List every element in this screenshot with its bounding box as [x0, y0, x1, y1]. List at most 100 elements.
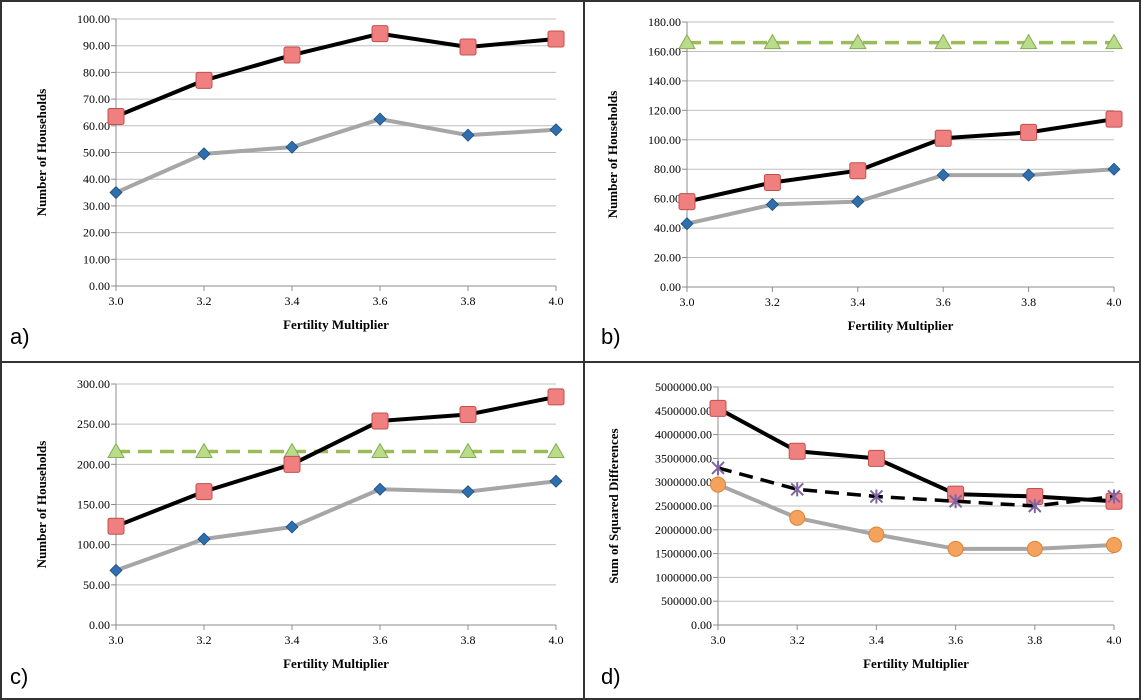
series-2: [109, 474, 563, 577]
data-point: [947, 540, 964, 557]
x-tick-label: 3.8: [1027, 633, 1042, 647]
series-line: [115, 479, 557, 573]
y-tick-label: 100.00: [77, 538, 110, 552]
y-axis-title: Sum of Squared Differences: [606, 428, 621, 583]
data-point: [285, 520, 299, 534]
series-1: [711, 460, 1121, 513]
y-tick-label: 3500000.00: [655, 451, 712, 465]
data-point: [1020, 123, 1038, 141]
y-tick-label: 100.00: [648, 133, 681, 147]
x-tick-label: 3.2: [790, 633, 805, 647]
data-point: [1107, 162, 1121, 176]
y-tick-label: 20.00: [654, 251, 681, 265]
y-tick-label: 180.00: [648, 15, 681, 29]
series-2: [680, 162, 1121, 231]
data-point: [195, 483, 213, 501]
data-point: [197, 532, 211, 546]
y-tick-label: 0.00: [691, 618, 712, 632]
x-tick-label: 3.0: [680, 295, 695, 309]
y-tick-label: 3000000.00: [655, 475, 712, 489]
chart-svg: 0.00 50.00 100.00 150.00 200.00 250.00 300.00 3…: [10, 377, 565, 689]
x-tick-label: 3.4: [285, 633, 300, 647]
x-tick-label: 3.8: [461, 294, 476, 308]
y-tick-label: 40.00: [83, 172, 110, 186]
y-tick-label: 80.00: [83, 65, 110, 79]
y-tick-label: 10.00: [83, 252, 110, 266]
y-tick-label: 50.00: [83, 146, 110, 160]
x-tick-label: 4.0: [1107, 295, 1122, 309]
y-tick-label: 4500000.00: [655, 404, 712, 418]
chart-svg: 0.00 20.00 40.00 60.00 80.00 100.00 120.00 140.…: [601, 15, 1123, 349]
data-point: [936, 168, 950, 182]
x-tick-label: 3.2: [197, 294, 212, 308]
data-point: [459, 38, 477, 56]
data-point: [867, 449, 885, 467]
series-line: [115, 117, 557, 195]
data-point: [1022, 168, 1036, 182]
x-tick-label: 3.6: [948, 633, 963, 647]
data-point: [788, 442, 806, 460]
x-axis-title: Fertility Multiplier: [848, 318, 954, 333]
series-1: [107, 388, 565, 535]
data-point: [547, 388, 565, 406]
x-tick-label: 3.2: [197, 633, 212, 647]
y-tick-label: 1500000.00: [655, 547, 712, 561]
y-tick-label: 0.00: [660, 280, 681, 294]
y-tick-label: 60.00: [83, 119, 110, 133]
data-point: [195, 71, 213, 89]
x-tick-label: 4.0: [549, 633, 564, 647]
data-point: [763, 173, 781, 191]
y-axis-title: Number of Households: [34, 441, 49, 569]
panel-c: 0.00 50.00 100.00 150.00 200.00 250.00 300.00 3…: [0, 362, 584, 700]
x-tick-label: 3.6: [373, 294, 388, 308]
y-tick-label: 80.00: [654, 162, 681, 176]
panel-label: a): [10, 324, 30, 349]
y-tick-label: 500000.00: [661, 594, 712, 608]
y-tick-label: 140.00: [648, 74, 681, 88]
x-tick-label: 3.4: [869, 633, 884, 647]
x-tick-label: 3.0: [109, 633, 124, 647]
y-axis-title: Number of Households: [605, 91, 620, 219]
x-tick-label: 3.2: [765, 295, 780, 309]
series-line: [717, 406, 1115, 504]
series-1: [678, 110, 1123, 211]
series-0: [709, 399, 1123, 510]
x-tick-label: 4.0: [1107, 633, 1122, 647]
data-point: [849, 162, 867, 180]
panel-a: 0.00 10.00 20.00 30.00 40.00 50.00 60.00 70.00 8…: [0, 0, 584, 362]
x-tick-label: 3.6: [373, 633, 388, 647]
series-line: [686, 167, 1115, 226]
x-tick-label: 4.0: [549, 294, 564, 308]
x-tick-label: 3.4: [285, 294, 300, 308]
data-point: [851, 195, 865, 209]
data-point: [371, 412, 389, 430]
y-tick-label: 120.00: [648, 103, 681, 117]
data-point: [373, 482, 387, 496]
y-tick-label: 4000000.00: [655, 428, 712, 442]
y-tick-label: 250.00: [77, 417, 110, 431]
data-point: [285, 140, 299, 154]
panel-d: 0.00 500000.00 1000000.00 1500000.00 2000000…: [584, 362, 1141, 700]
y-tick-label: 70.00: [83, 92, 110, 106]
data-point: [461, 485, 475, 499]
data-point: [197, 147, 211, 161]
data-point: [461, 128, 475, 142]
series-line: [717, 466, 1115, 508]
y-tick-label: 200.00: [77, 457, 110, 471]
data-point: [765, 197, 779, 212]
data-point: [868, 526, 885, 543]
data-point: [549, 474, 563, 488]
y-tick-label: 5000000.00: [655, 380, 712, 394]
data-point: [934, 129, 952, 147]
y-tick-label: 60.00: [654, 192, 681, 206]
series-0: [107, 442, 565, 458]
y-tick-label: 0.00: [89, 279, 110, 293]
data-point: [283, 46, 301, 64]
x-tick-label: 3.8: [1021, 295, 1036, 309]
x-tick-label: 3.0: [711, 633, 726, 647]
data-point: [459, 406, 477, 424]
data-point: [1106, 537, 1122, 554]
y-tick-label: 40.00: [654, 221, 681, 235]
series-2: [710, 476, 1122, 557]
series-0: [678, 33, 1123, 50]
